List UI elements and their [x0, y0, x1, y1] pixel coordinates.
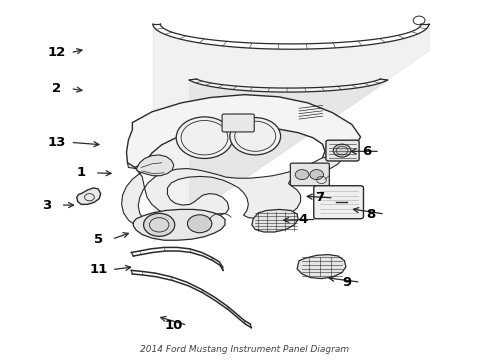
Circle shape: [295, 170, 308, 180]
Polygon shape: [122, 156, 341, 228]
Circle shape: [309, 170, 323, 180]
Text: 2: 2: [52, 82, 61, 95]
Text: 10: 10: [164, 319, 183, 332]
Text: 7: 7: [315, 192, 324, 204]
Text: 3: 3: [42, 199, 52, 212]
Text: 13: 13: [47, 136, 66, 149]
Polygon shape: [136, 155, 173, 176]
FancyBboxPatch shape: [222, 114, 254, 132]
Text: 9: 9: [342, 276, 351, 289]
Polygon shape: [77, 188, 101, 204]
FancyBboxPatch shape: [290, 163, 329, 186]
Text: 11: 11: [89, 263, 107, 276]
Text: 12: 12: [47, 46, 66, 59]
Text: 6: 6: [361, 145, 370, 158]
Text: 1: 1: [77, 166, 85, 179]
Polygon shape: [297, 255, 345, 279]
Text: 4: 4: [298, 213, 307, 226]
Circle shape: [229, 118, 280, 155]
FancyBboxPatch shape: [325, 140, 358, 161]
Text: 5: 5: [94, 233, 102, 246]
FancyBboxPatch shape: [313, 186, 363, 219]
Circle shape: [187, 215, 211, 233]
Polygon shape: [126, 95, 360, 167]
Text: 8: 8: [366, 208, 375, 221]
Circle shape: [332, 144, 350, 157]
Circle shape: [176, 117, 232, 158]
Circle shape: [143, 213, 174, 236]
Text: 2014 Ford Mustang Instrument Panel Diagram: 2014 Ford Mustang Instrument Panel Diagr…: [140, 345, 348, 354]
Polygon shape: [251, 210, 298, 232]
Polygon shape: [133, 210, 224, 240]
